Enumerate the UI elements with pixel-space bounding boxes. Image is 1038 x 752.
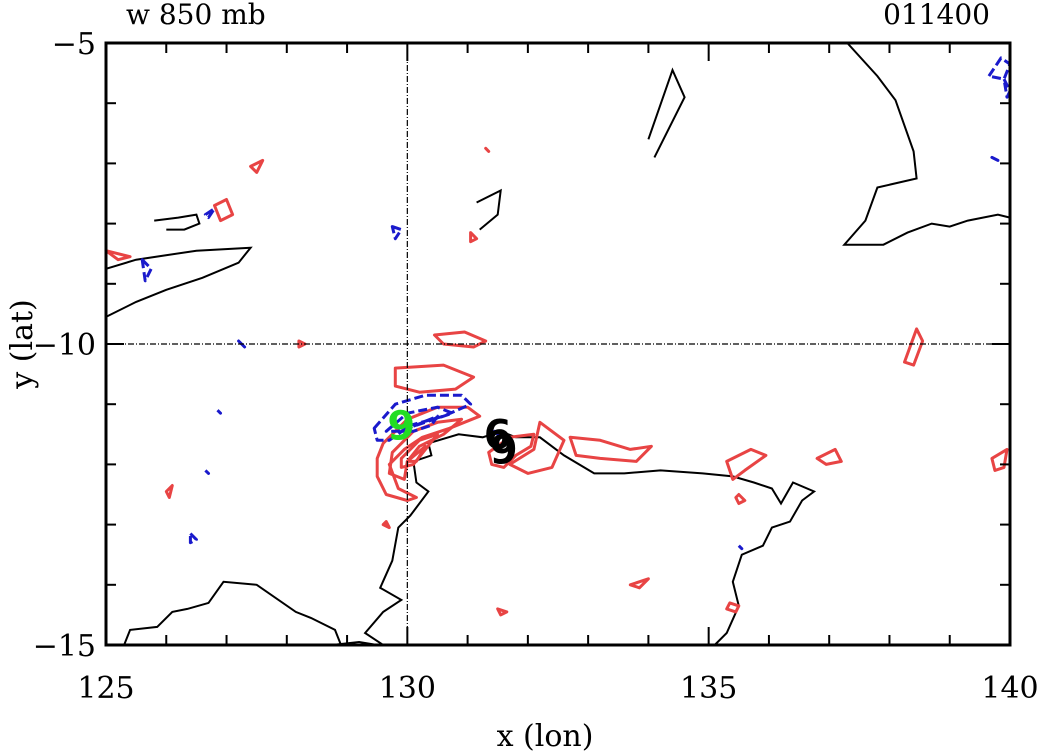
positive-contour: [484, 146, 491, 153]
chart-title-left: w 850 mb: [126, 0, 266, 31]
x-tick-label: 140: [981, 671, 1038, 706]
track-marker: 6: [484, 412, 512, 458]
x-axis-label: x (lon): [497, 719, 594, 752]
positive-contour: [568, 435, 653, 463]
positive-contour: [399, 432, 439, 469]
x-tick-label: 135: [680, 671, 737, 706]
negative-contour: [399, 414, 439, 433]
positive-contour: [508, 420, 566, 475]
track-marker: 9: [387, 403, 415, 449]
positive-contour: [725, 447, 768, 481]
y-axis-label: y (lat): [5, 299, 40, 389]
track-marker: 9: [490, 427, 518, 473]
positive-contour: [433, 330, 488, 349]
positive-contour: [405, 444, 427, 463]
positive-contour: [249, 158, 265, 174]
negative-contour: [493, 429, 503, 439]
positive-contour: [164, 484, 174, 499]
marker-layer: 9 69: [387, 403, 517, 473]
negative-contour: [987, 56, 1012, 81]
coastline: [476, 188, 502, 231]
negative-contour: [390, 225, 403, 241]
negative-contour: [216, 408, 222, 415]
positive-contour: [469, 231, 479, 244]
chart-title-right: 011400: [883, 0, 990, 31]
reference-lines: [106, 43, 1010, 645]
positive-contour: [393, 363, 476, 394]
negative-contour: [237, 339, 247, 349]
y-tick-label: −10: [33, 328, 96, 363]
negative-contour-layer: [140, 56, 1012, 551]
coastline: [154, 213, 201, 231]
x-tick-label: 125: [77, 671, 134, 706]
positive-contour: [487, 432, 536, 469]
negative-contour: [384, 405, 454, 433]
coastline: [647, 67, 686, 158]
positive-contour: [381, 520, 391, 530]
positive-contour: [628, 577, 650, 590]
positive-contour: [734, 493, 747, 505]
x-tick-label: 130: [379, 671, 436, 706]
positive-contour: [725, 601, 741, 614]
negative-contour: [990, 155, 1000, 162]
negative-contour: [203, 207, 216, 220]
coastline: [363, 443, 433, 646]
y-tick-label: −5: [52, 27, 96, 62]
y-tick-label: −15: [33, 629, 96, 664]
negative-contour: [737, 544, 744, 551]
negative-contour: [140, 258, 153, 283]
coastline: [123, 580, 342, 646]
negative-contour: [372, 393, 473, 442]
positive-contour-layer: [104, 146, 1009, 617]
negative-contour: [188, 532, 198, 545]
tick-labels: 125 130 135 140 −5 −10 −15: [33, 27, 1038, 706]
positive-contour: [990, 447, 1009, 472]
positive-contour: [104, 249, 132, 262]
axis-ticks: [105, 42, 1011, 646]
negative-contour: [203, 468, 210, 475]
positive-contour: [815, 447, 843, 466]
positive-contour: [213, 198, 235, 223]
positive-contour: [903, 327, 925, 367]
coastline: [105, 246, 253, 318]
coastline: [799, 42, 1011, 246]
positive-contour: [496, 607, 509, 617]
positive-contour: [375, 405, 482, 502]
